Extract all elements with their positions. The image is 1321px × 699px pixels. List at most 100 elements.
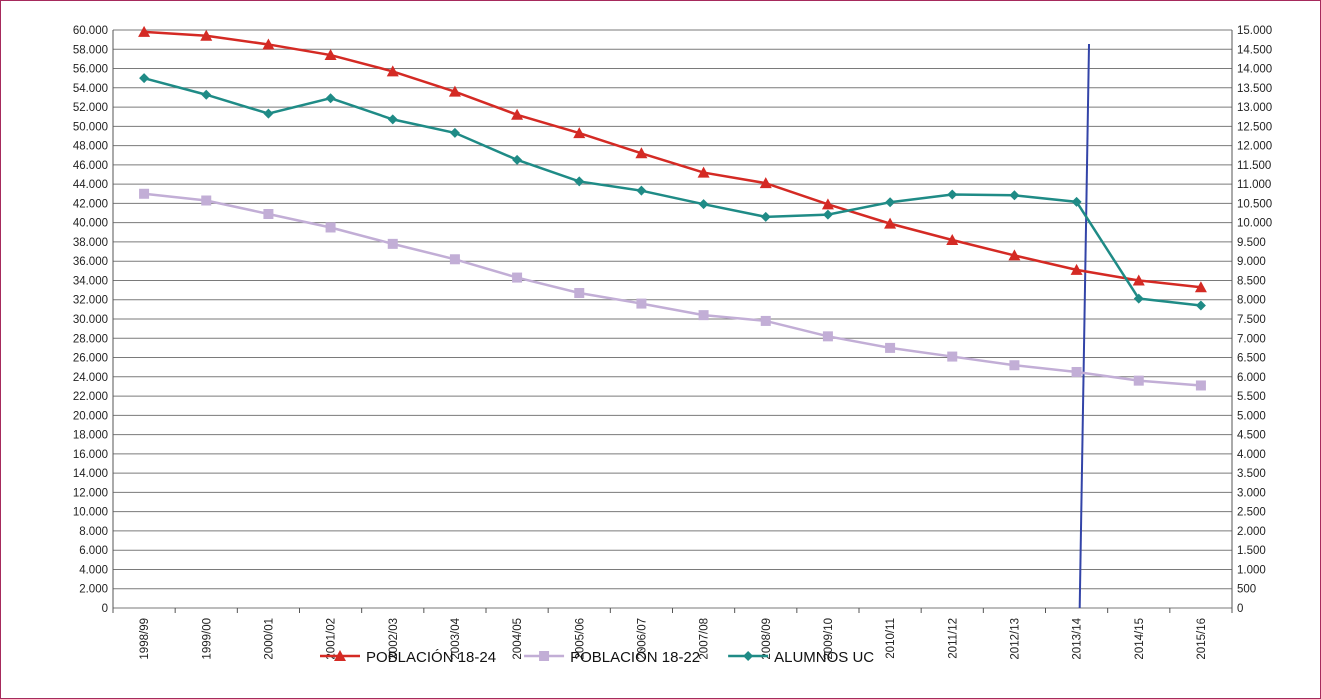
data-point	[1071, 196, 1082, 207]
data-point	[201, 195, 212, 206]
right-tick-label: 14.000	[1237, 64, 1272, 76]
left-tick-label: 50.000	[73, 121, 108, 133]
right-tick-label: 8.500	[1237, 275, 1266, 287]
legend: POBLACIÓN 18-24 POBLACIÓN 18-22 ALUMNOS UC	[320, 649, 874, 666]
right-tick-label: 11.500	[1237, 160, 1271, 172]
data-point	[947, 189, 958, 200]
x-tick-label: 2000/01	[263, 618, 275, 660]
left-tick-label: 44.000	[73, 179, 108, 191]
data-point	[139, 73, 150, 84]
right-tick-label: 0	[1237, 603, 1243, 615]
data-point	[822, 331, 833, 342]
right-tick-label: 6.000	[1237, 372, 1266, 384]
right-tick-label: 2.000	[1237, 526, 1266, 538]
x-tick-label: 1999/00	[201, 618, 213, 660]
right-tick-label: 3.500	[1237, 468, 1266, 480]
data-point	[743, 651, 754, 661]
right-tick-label: 5.000	[1237, 410, 1266, 422]
data-point	[449, 254, 460, 265]
data-point	[821, 198, 834, 210]
data-point	[760, 211, 771, 222]
right-tick-label: 2.500	[1237, 507, 1266, 519]
right-tick-label: 4.000	[1237, 449, 1266, 461]
left-tick-label: 28.000	[73, 333, 108, 345]
left-tick-label: 42.000	[73, 198, 108, 210]
x-tick-label: 2013/14	[1072, 617, 1084, 659]
reference-line	[1078, 43, 1091, 609]
x-tick-label: 1998/99	[139, 618, 151, 660]
x-tick-label: 2003/04	[450, 617, 462, 659]
left-tick-label: 22.000	[73, 391, 108, 403]
left-tick-label: 40.000	[73, 218, 108, 230]
right-tick-label: 1.500	[1237, 545, 1266, 557]
x-tick-label: 2015/16	[1196, 618, 1208, 660]
x-tick-label: 2010/11	[885, 618, 897, 659]
x-tick-label: 2006/07	[636, 618, 648, 660]
data-point	[1009, 190, 1020, 201]
data-point	[885, 197, 896, 208]
left-tick-label: 34.000	[73, 275, 108, 287]
series-line	[144, 30, 1202, 289]
legend-label: POBLACIÓN 18-22	[570, 649, 700, 666]
data-point	[449, 127, 460, 138]
x-tick-label: 2001/02	[326, 618, 338, 660]
left-tick-label: 16.000	[73, 449, 108, 461]
data-point	[1008, 249, 1021, 261]
data-point	[325, 93, 336, 104]
data-point	[1195, 380, 1206, 391]
left-tick-label: 8.000	[79, 526, 108, 538]
right-tick-label: 3.000	[1237, 487, 1266, 499]
data-point	[262, 38, 275, 50]
x-axis-ticks: 1998/99 1999/00 2000/01 2001/02 2002/03 2003/…	[139, 617, 1208, 659]
x-tick-label: 2012/13	[1009, 618, 1021, 660]
x-tick-label: 2009/10	[823, 618, 835, 660]
series-markers	[138, 25, 1207, 391]
x-tick-label: 2005/06	[574, 618, 586, 660]
x-tick-label: 2002/03	[388, 618, 400, 660]
series-line	[143, 192, 1202, 387]
data-point	[324, 49, 337, 61]
data-point	[884, 217, 897, 229]
data-point	[200, 29, 213, 41]
right-tick-label: 8.000	[1237, 295, 1266, 307]
series-line	[143, 76, 1202, 307]
left-tick-label: 4.000	[79, 564, 108, 576]
right-tick-label: 11.000	[1237, 179, 1271, 191]
right-tick-label: 5.500	[1237, 391, 1266, 403]
data-point	[697, 166, 710, 178]
right-tick-label: 500	[1237, 584, 1256, 596]
data-point	[386, 65, 399, 77]
left-tick-label: 12.000	[73, 487, 108, 499]
data-point	[573, 127, 586, 139]
gridlines	[112, 29, 1233, 613]
right-tick-label: 10.000	[1237, 218, 1272, 230]
data-point	[512, 272, 523, 283]
x-tick-label: 2008/09	[761, 618, 773, 660]
x-tick-label: 2007/08	[699, 618, 711, 660]
data-point	[636, 185, 647, 196]
data-point	[822, 209, 833, 220]
data-point	[946, 234, 959, 246]
series-lines	[143, 30, 1202, 387]
right-tick-label: 4.500	[1237, 430, 1266, 442]
left-tick-label: 10.000	[73, 507, 108, 519]
data-point	[947, 351, 958, 362]
left-tick-label: 26.000	[73, 353, 108, 365]
data-point	[387, 238, 398, 249]
data-point	[1071, 366, 1082, 377]
data-point	[539, 651, 550, 661]
data-point	[698, 310, 709, 321]
left-tick-label: 24.000	[73, 372, 108, 384]
data-point	[138, 25, 151, 37]
right-tick-label: 10.500	[1237, 198, 1272, 210]
left-tick-label: 32.000	[73, 295, 108, 307]
left-tick-label: 20.000	[73, 410, 108, 422]
left-tick-label: 52.000	[73, 102, 108, 114]
data-point	[263, 108, 274, 119]
right-tick-label: 7.000	[1237, 333, 1266, 345]
left-tick-label: 30.000	[73, 314, 108, 326]
legend-label: ALUMNOS UC	[774, 649, 874, 666]
right-tick-label: 9.500	[1237, 237, 1266, 249]
data-point	[201, 89, 212, 100]
data-point	[512, 154, 523, 165]
